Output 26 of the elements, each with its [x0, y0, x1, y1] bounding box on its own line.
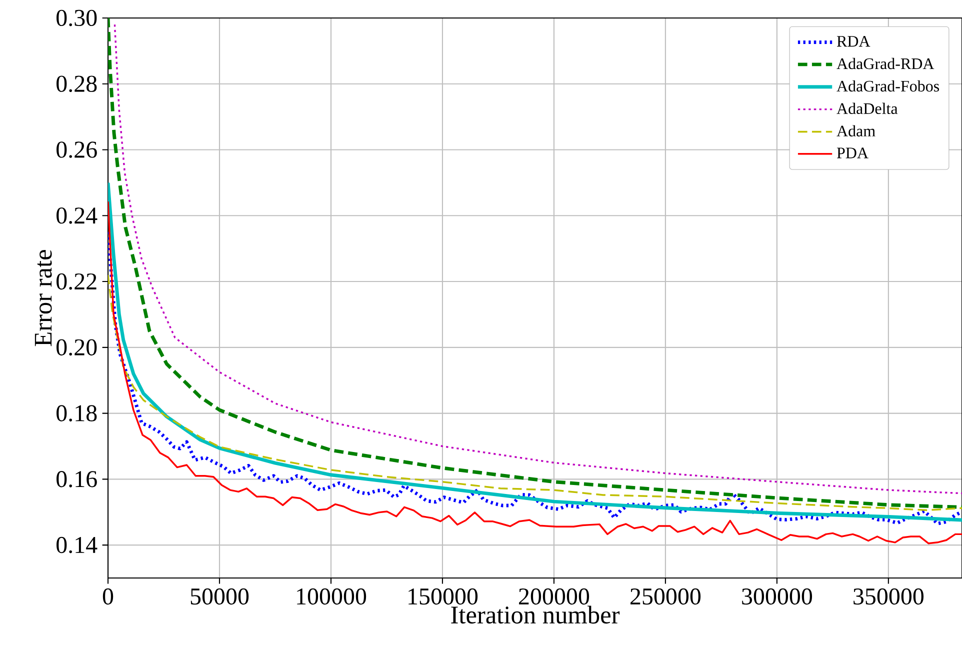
legend-label: PDA: [836, 148, 868, 158]
y-tick-label: 0.26: [56, 142, 97, 158]
y-tick-label: 0.14: [56, 536, 98, 554]
y-tick-label: 0.18: [56, 405, 97, 422]
legend-label: AdaGrad-Fobos: [836, 80, 940, 92]
y-tick-label: 0.30: [56, 10, 97, 26]
legend-label: Adam: [836, 125, 876, 136]
legend-label: AdaDelta: [836, 102, 898, 114]
legend-label: RDA: [836, 36, 870, 47]
x-tick-label: 50000: [190, 588, 249, 605]
y-tick-label: 0.16: [56, 471, 97, 488]
x-tick-label: 200000: [519, 588, 590, 605]
y-tick-label: 0.28: [56, 76, 97, 92]
y-tick-label: 0.20: [56, 339, 97, 356]
x-tick-label: 350000: [854, 588, 924, 605]
x-tick-label: 100000: [297, 588, 366, 605]
x-axis-title: Iteration number: [451, 606, 620, 624]
x-tick-label: 250000: [630, 588, 701, 605]
y-tick-label: 0.24: [56, 208, 98, 224]
x-tick-label: 300000: [742, 588, 812, 605]
y-axis-title: Error rate: [34, 250, 52, 346]
x-tick-label: 0: [102, 588, 114, 605]
x-tick-label: 150000: [408, 588, 478, 605]
line-series: [108, 274, 962, 512]
y-tick-label: 0.22: [56, 273, 96, 290]
legend-label: AdaGrad-RDA: [836, 58, 934, 70]
